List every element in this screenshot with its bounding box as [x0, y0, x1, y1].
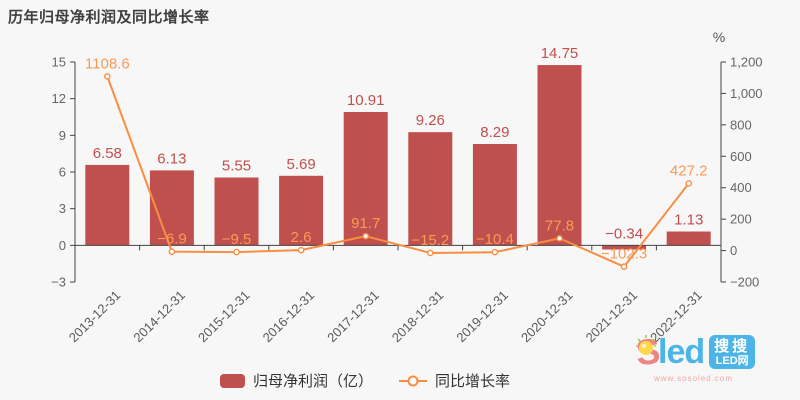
line-point-2022-12-31	[685, 180, 693, 187]
left-axis-tick-label: 9	[59, 128, 66, 143]
line-series-swatch	[399, 375, 427, 386]
bar-value-label: 1.13	[674, 212, 703, 229]
line-value-label: −6.9	[157, 231, 187, 248]
line-point-2021-12-31	[620, 263, 628, 270]
bar-value-label: 9.26	[416, 112, 445, 129]
badge-line1: 搜搜	[714, 337, 751, 355]
x-axis-label: 2014-12-31	[130, 288, 188, 346]
bar-2021-12-31	[602, 245, 647, 250]
left-axis-tick-label: 0	[59, 238, 66, 253]
line-point-2015-12-31	[233, 248, 240, 256]
left-axis-tick-label: −3	[51, 275, 66, 290]
x-axis-label: 2021-12-31	[583, 288, 641, 346]
legend-item-growth-rate[interactable]: 同比增长率	[399, 370, 510, 391]
legend-label-bar: 归母净利润（亿）	[252, 373, 373, 390]
x-axis-label: 2015-12-31	[195, 288, 253, 346]
right-axis-tick-label: −200	[730, 275, 759, 290]
bar-2015-12-31	[214, 177, 259, 246]
bar-2014-12-31	[149, 170, 194, 246]
bar-2017-12-31	[343, 111, 388, 246]
bar-value-label: 5.69	[286, 156, 315, 173]
right-axis-tick-label: 400	[730, 180, 752, 195]
watermark: S led 搜搜 LED网 www.sosoled.com	[634, 330, 796, 396]
bar-2018-12-31	[408, 132, 453, 246]
right-axis-tick-label: 0	[730, 243, 737, 258]
x-axis-label: 2017-12-31	[324, 288, 382, 346]
left-axis-tick-label: 3	[59, 201, 66, 216]
bar-2019-12-31	[472, 144, 517, 246]
logo-letters-led: led	[658, 333, 705, 371]
page-title: 历年归母净利润及同比增长率	[8, 9, 210, 26]
right-axis-tick-label: 600	[730, 149, 752, 164]
line-value-label: 1108.6	[85, 55, 130, 72]
right-axis-tick-label: 800	[730, 117, 752, 132]
line-value-label: 91.7	[351, 215, 380, 232]
line-value-label: −10.4	[476, 231, 514, 248]
left-axis-tick-label: 6	[59, 165, 66, 180]
left-axis-tick-label: 15	[52, 55, 66, 70]
bar-value-label: 10.91	[347, 92, 385, 109]
bar-value-label: 6.13	[157, 150, 186, 167]
right-axis-tick-label: 1,000	[730, 86, 763, 101]
line-value-label: −15.2	[411, 232, 449, 249]
line-point-2020-12-31	[556, 235, 563, 242]
x-axis-label: 2018-12-31	[389, 288, 447, 346]
legend-item-net-profit[interactable]: 归母净利润（亿）	[219, 370, 373, 391]
watermark-url: www.sosoled.com	[654, 374, 734, 383]
bar-2016-12-31	[279, 175, 324, 246]
line-value-label: 427.2	[670, 162, 708, 179]
right-axis-tick-label: 200	[730, 212, 752, 227]
bar-value-label: 5.55	[222, 158, 251, 175]
bar-value-label: 8.29	[480, 124, 509, 141]
line-point-2018-12-31	[426, 249, 434, 257]
bar-2013-12-31	[85, 164, 130, 246]
x-axis-label: 2020-12-31	[518, 288, 576, 346]
watermark-logo: S led 搜搜 LED网	[634, 330, 796, 373]
bar-series-swatch	[219, 373, 245, 388]
bar-value-label: −0.34	[605, 225, 643, 242]
growth-line	[106, 76, 690, 268]
line-value-label: 77.8	[545, 217, 574, 234]
line-point-2019-12-31	[491, 248, 499, 256]
line-point-2014-12-31	[168, 248, 176, 255]
badge-line2: LED网	[715, 354, 749, 367]
x-axis-label: 2013-12-31	[66, 288, 124, 346]
right-axis-unit-label: %	[713, 29, 725, 45]
line-value-label: −9.5	[222, 231, 252, 248]
bar-value-label: 6.58	[93, 145, 122, 162]
bar-2020-12-31	[537, 65, 582, 246]
line-marker-icon	[407, 375, 419, 386]
line-value-label: 2.6	[291, 229, 312, 246]
legend-label-line: 同比增长率	[435, 373, 511, 390]
line-point-2013-12-31	[104, 73, 111, 80]
line-point-2017-12-31	[362, 232, 370, 240]
line-point-2016-12-31	[297, 246, 305, 254]
bar-value-label: 14.75	[541, 45, 579, 62]
watermark-badge: 搜搜 LED网	[709, 334, 756, 370]
right-axis-tick-label: 1,200	[730, 55, 763, 70]
line-value-label: −102.3	[601, 246, 647, 263]
x-axis-label: 2016-12-31	[260, 288, 318, 346]
bar-2022-12-31	[666, 231, 711, 246]
x-axis-label: 2019-12-31	[453, 288, 511, 346]
left-axis-tick-label: 12	[52, 91, 66, 106]
legend: 归母净利润（亿） 同比增长率	[0, 370, 730, 391]
